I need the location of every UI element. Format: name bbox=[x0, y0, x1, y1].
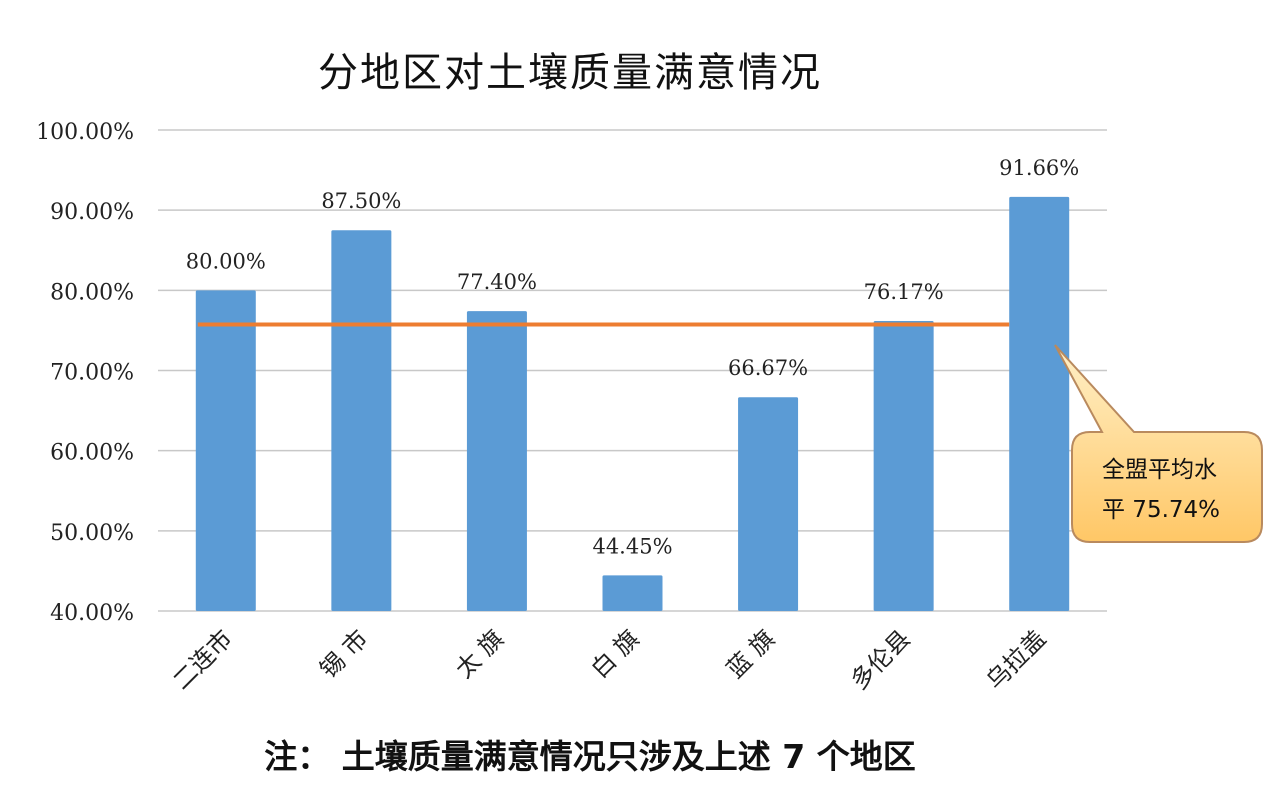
footnote: 注： 土壤质量满意情况只涉及上述 7 个地区 bbox=[264, 737, 916, 776]
bar bbox=[738, 397, 799, 611]
y-tick-label: 40.00% bbox=[50, 601, 134, 626]
y-tick-label: 100.00% bbox=[36, 120, 134, 145]
data-label: 80.00% bbox=[186, 249, 266, 273]
bar bbox=[195, 290, 256, 611]
data-label: 77.40% bbox=[457, 270, 537, 294]
average-callout bbox=[1054, 344, 1263, 543]
bar bbox=[873, 321, 934, 611]
chart-title: 分地区对土壤质量满意情况 bbox=[318, 50, 822, 96]
callout-text: 平 75.74% bbox=[1102, 497, 1220, 523]
y-tick-label: 50.00% bbox=[50, 521, 134, 546]
category-label: 蓝 旗 bbox=[721, 624, 780, 683]
data-label: 91.66% bbox=[999, 156, 1079, 180]
y-tick-label: 60.00% bbox=[50, 441, 134, 466]
data-label: 66.67% bbox=[728, 356, 808, 380]
category-label: 锡 市 bbox=[314, 624, 373, 683]
y-tick-label: 80.00% bbox=[50, 280, 134, 305]
y-tick-label: 70.00% bbox=[50, 361, 134, 386]
data-label: 44.45% bbox=[592, 534, 672, 558]
category-label: 多伦县 bbox=[845, 624, 916, 695]
bar bbox=[466, 311, 527, 611]
bar bbox=[1009, 196, 1070, 611]
category-label: 太 旗 bbox=[450, 624, 509, 683]
category-label: 白 旗 bbox=[586, 624, 645, 683]
bar bbox=[602, 575, 663, 611]
category-label: 乌拉盖 bbox=[981, 624, 1052, 695]
callout-text: 全盟平均水 bbox=[1102, 457, 1217, 483]
category-label: 二连市 bbox=[167, 624, 238, 695]
data-label: 87.50% bbox=[321, 189, 401, 213]
y-tick-label: 90.00% bbox=[50, 200, 134, 225]
data-label: 76.17% bbox=[864, 280, 944, 304]
bar bbox=[331, 230, 392, 612]
